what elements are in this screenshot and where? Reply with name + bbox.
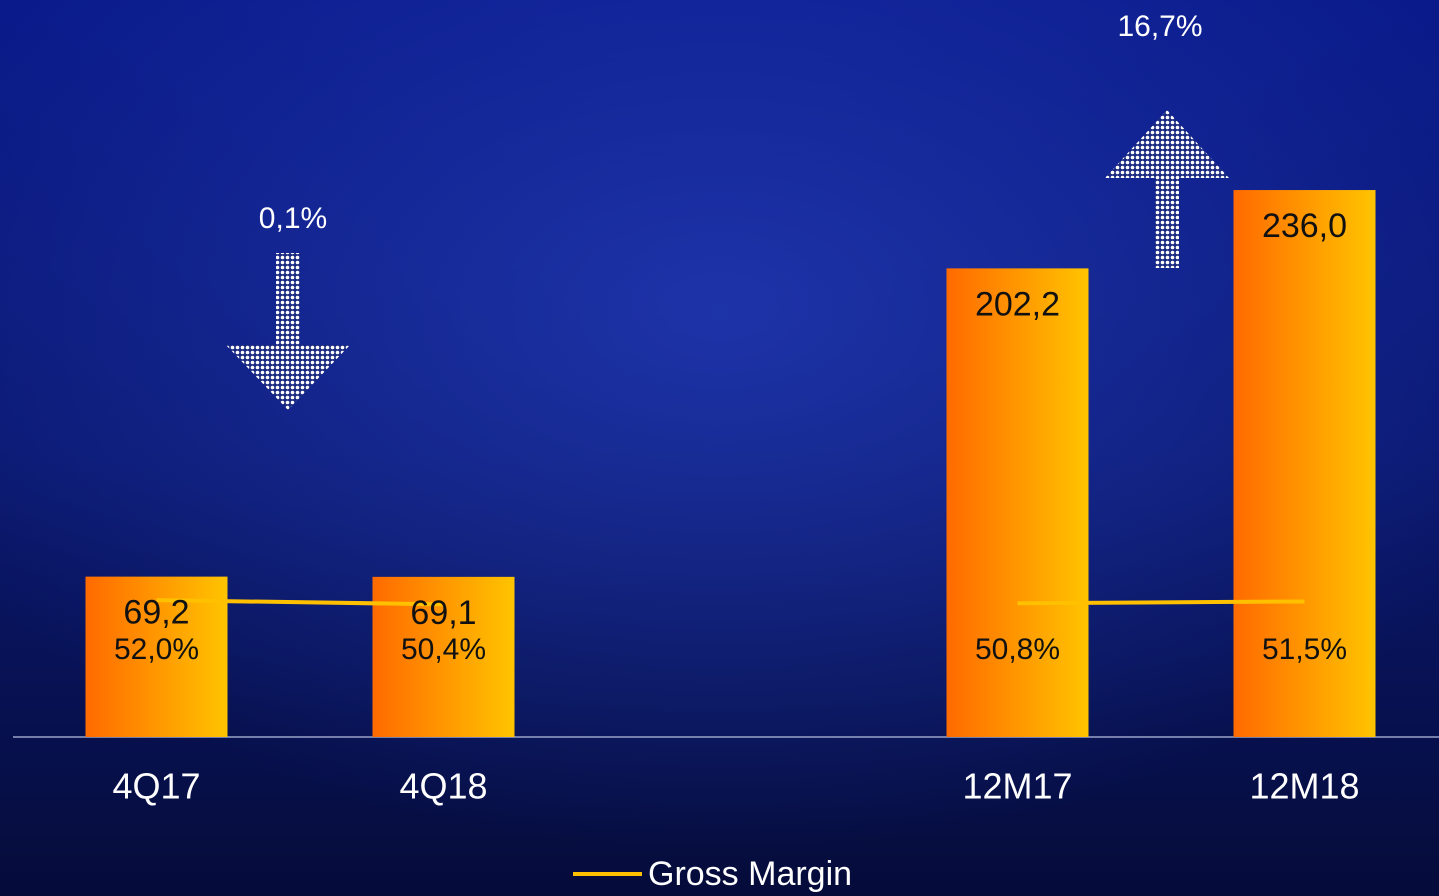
line-series [156,598,1305,607]
x-tick-label: 4Q18 [399,766,487,807]
value-label: 69,2 [123,594,189,632]
x-tick-label: 4Q17 [112,766,200,807]
line-value-label: 50,4% [401,633,486,666]
up-arrow [1105,110,1229,268]
legend-label: Gross Margin [648,855,852,893]
line-value-label: 52,0% [114,633,199,666]
bar [1233,190,1376,738]
value-label: 236,0 [1262,207,1347,245]
annotation: 16,7% [1117,10,1202,43]
down-arrow [226,253,350,410]
line-value-label: 50,8% [975,633,1060,666]
line-value-label: 51,5% [1262,633,1347,666]
x-tick-label: 12M17 [962,766,1072,807]
value-label: 202,2 [975,285,1060,323]
annotation: 0,1% [259,202,327,235]
value-label: 69,1 [410,594,476,632]
bar [85,576,228,737]
bar [946,268,1089,737]
x-tick-label: 12M18 [1249,766,1359,807]
